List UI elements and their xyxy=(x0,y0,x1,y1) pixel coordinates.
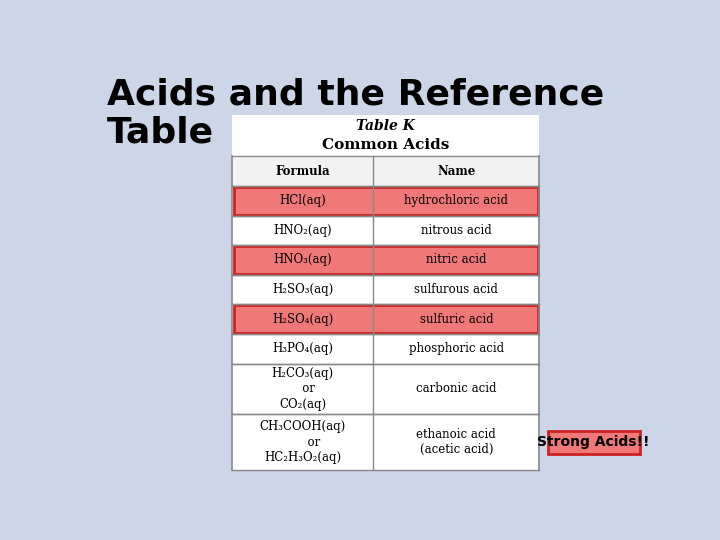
Text: Common Acids: Common Acids xyxy=(322,138,449,152)
Text: HCl(aq): HCl(aq) xyxy=(279,194,326,207)
Text: HNO₂(aq): HNO₂(aq) xyxy=(274,224,332,237)
Text: H₂SO₄(aq): H₂SO₄(aq) xyxy=(272,313,333,326)
FancyBboxPatch shape xyxy=(548,430,639,454)
Text: nitrous acid: nitrous acid xyxy=(421,224,492,237)
Text: H₂SO₃(aq): H₂SO₃(aq) xyxy=(272,283,333,296)
Text: Table K: Table K xyxy=(356,119,415,133)
FancyBboxPatch shape xyxy=(234,187,538,215)
FancyBboxPatch shape xyxy=(233,114,539,470)
FancyBboxPatch shape xyxy=(234,305,538,333)
Text: CH₃COOH(aq)
      or
HC₂H₃O₂(aq): CH₃COOH(aq) or HC₂H₃O₂(aq) xyxy=(260,420,346,464)
Text: ethanoic acid
(acetic acid): ethanoic acid (acetic acid) xyxy=(416,428,496,456)
Text: HNO₃(aq): HNO₃(aq) xyxy=(274,253,332,266)
Text: Acids and the Reference
Table: Acids and the Reference Table xyxy=(107,77,604,150)
Text: phosphoric acid: phosphoric acid xyxy=(409,342,504,355)
Text: Name: Name xyxy=(437,165,475,178)
Text: sulfurous acid: sulfurous acid xyxy=(415,283,498,296)
Text: sulfuric acid: sulfuric acid xyxy=(420,313,493,326)
Text: hydrochloric acid: hydrochloric acid xyxy=(405,194,508,207)
FancyBboxPatch shape xyxy=(233,156,539,186)
Text: nitric acid: nitric acid xyxy=(426,253,487,266)
Text: Formula: Formula xyxy=(276,165,330,178)
Text: carbonic acid: carbonic acid xyxy=(416,382,497,395)
Text: Strong Acids!!: Strong Acids!! xyxy=(537,435,650,449)
Text: H₃PO₄(aq): H₃PO₄(aq) xyxy=(272,342,333,355)
Text: H₂CO₃(aq)
   or
CO₂(aq): H₂CO₃(aq) or CO₂(aq) xyxy=(272,367,334,411)
FancyBboxPatch shape xyxy=(234,246,538,274)
